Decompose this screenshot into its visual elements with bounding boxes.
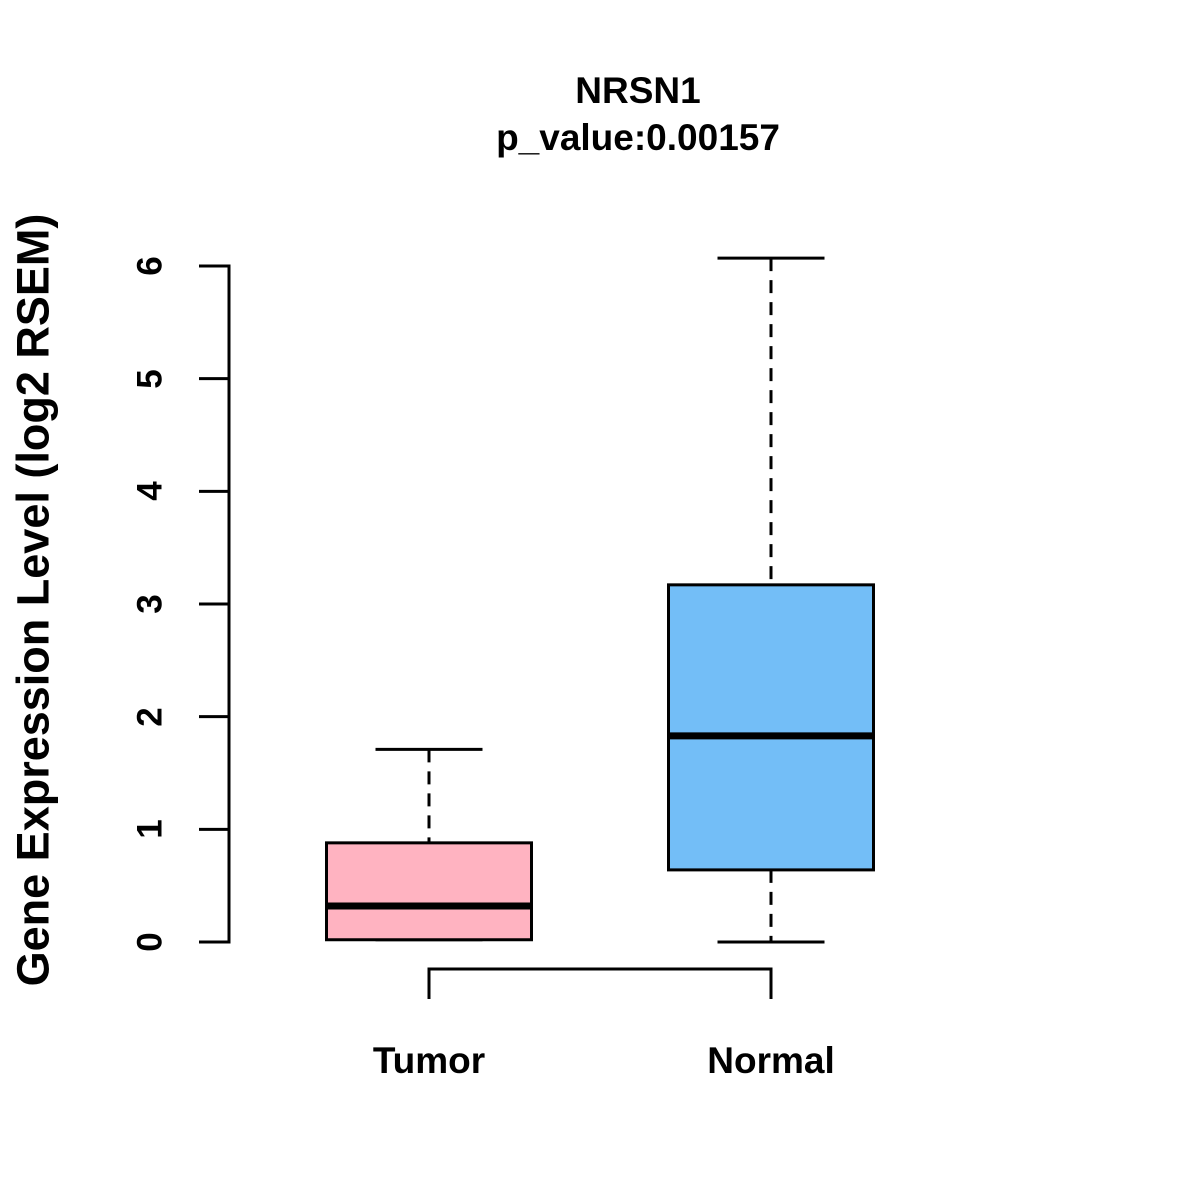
category-label-tumor: Tumor bbox=[372, 1040, 486, 1081]
category-label-normal: Normal bbox=[707, 1040, 835, 1081]
box-normal bbox=[667, 583, 875, 872]
chart-subtitle: p_value:0.00157 bbox=[496, 117, 780, 158]
box-tumor bbox=[325, 841, 533, 942]
chart-title: NRSN1 bbox=[575, 70, 701, 111]
comparison-bracket bbox=[427, 967, 773, 999]
